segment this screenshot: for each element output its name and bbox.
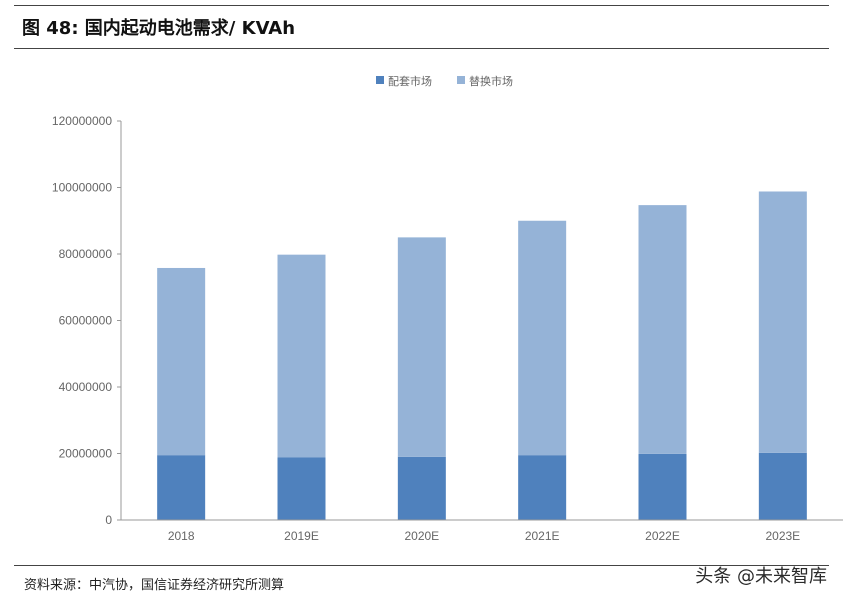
legend-swatch-oem: [376, 76, 384, 84]
y-tick-label: 40000000: [59, 380, 113, 394]
x-tick-label: 2022E: [645, 529, 680, 543]
bar-chart: 配套市场 替换市场 0 20000000 40000000 60000000 80000…: [52, 74, 843, 543]
bottom-rule: [14, 565, 829, 566]
title-rule: [14, 48, 829, 49]
bar-oem-2019E: [277, 457, 326, 520]
x-tick-label: 2019E: [284, 529, 319, 543]
x-tick-label: 2020E: [404, 529, 439, 543]
bar-aftermarket-2020E: [397, 237, 446, 457]
bar-oem-2018: [157, 455, 206, 520]
y-tick-label: 80000000: [59, 247, 113, 261]
y-axis-tick-labels: 0 20000000 40000000 60000000 80000000 1000000…: [52, 114, 121, 527]
bar-aftermarket-2023E: [758, 191, 807, 453]
bar-aftermarket-2018: [157, 267, 206, 456]
y-tick-label: 120000000: [52, 114, 112, 128]
bar-oem-2022E: [638, 453, 687, 520]
bars: [157, 191, 807, 520]
legend-swatch-aftermarket: [457, 76, 465, 84]
x-tick-label: 2018: [168, 529, 195, 543]
y-tick-label: 100000000: [52, 181, 112, 195]
figure-title: 图 48: 国内起动电池需求/ KVAh: [22, 18, 296, 39]
legend-label-oem: 配套市场: [388, 74, 432, 88]
watermark: 头条 @未来智库: [695, 566, 827, 587]
y-tick-label: 20000000: [59, 447, 113, 461]
x-tick-label: 2021E: [525, 529, 560, 543]
legend-label-aftermarket: 替换市场: [469, 74, 513, 88]
bar-aftermarket-2022E: [638, 205, 687, 454]
source-note: 资料来源：中汽协，国信证券经济研究所测算: [24, 578, 285, 593]
bar-aftermarket-2019E: [277, 254, 326, 458]
bar-oem-2020E: [397, 456, 446, 520]
legend: 配套市场 替换市场: [376, 74, 513, 88]
bar-oem-2023E: [758, 452, 807, 520]
top-rule: [14, 5, 829, 6]
y-tick-label: 60000000: [59, 314, 113, 328]
x-axis-tick-labels: 2018 2019E 2020E 2021E 2022E 2023E: [168, 529, 800, 543]
x-tick-label: 2023E: [765, 529, 800, 543]
bar-aftermarket-2021E: [518, 220, 567, 456]
y-tick-label: 0: [105, 513, 112, 527]
bar-oem-2021E: [518, 455, 567, 520]
